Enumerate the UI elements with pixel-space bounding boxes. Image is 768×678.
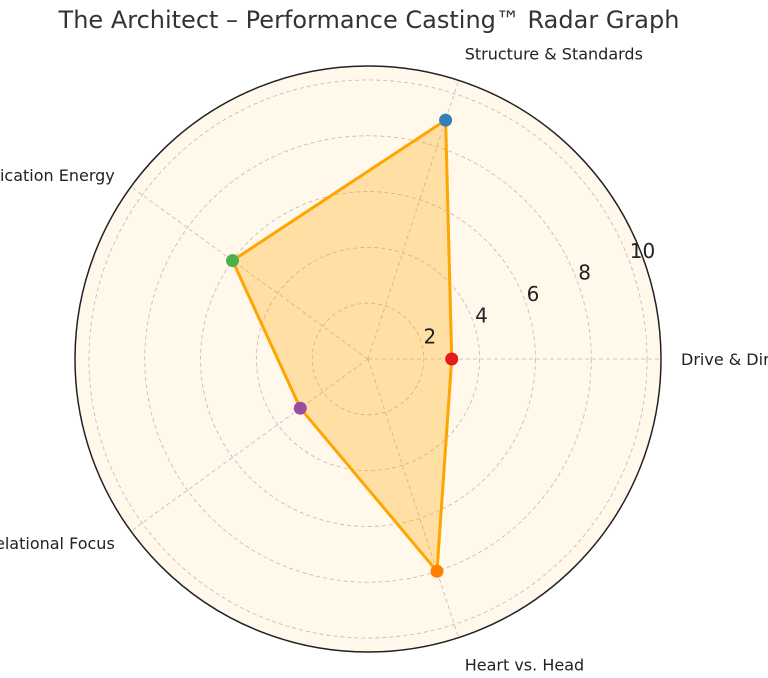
tick-label-2: 2 bbox=[424, 325, 437, 349]
radar-axis-labels: Drive & Direction Structure & Standards Co… bbox=[0, 44, 768, 674]
data-point-3 bbox=[293, 401, 307, 415]
data-point-2 bbox=[226, 254, 240, 268]
axis-label-2: Communication Energy bbox=[0, 166, 115, 185]
radar-series-polygon bbox=[231, 118, 454, 573]
radar-data-points bbox=[226, 113, 459, 578]
chart-title: The Architect – Performance Casting™ Rad… bbox=[58, 6, 680, 34]
radar-tick-labels: 2 4 6 8 10 bbox=[424, 239, 656, 348]
tick-label-10: 10 bbox=[630, 239, 655, 263]
axis-label-0: Drive & Direction bbox=[681, 350, 768, 369]
data-point-1 bbox=[439, 113, 453, 127]
tick-label-8: 8 bbox=[578, 261, 591, 285]
grid-ring-4 bbox=[255, 246, 481, 472]
grid-ring-8 bbox=[144, 135, 592, 583]
tick-label-4: 4 bbox=[475, 303, 488, 327]
axis-label-4: Heart vs. Head bbox=[465, 656, 584, 675]
radar-grid-rings bbox=[88, 79, 648, 639]
axis-label-1: Structure & Standards bbox=[465, 44, 643, 63]
tick-label-6: 6 bbox=[527, 282, 540, 306]
grid-ring-10 bbox=[88, 79, 648, 639]
axis-label-3: Relational Focus bbox=[0, 534, 115, 553]
data-point-4 bbox=[430, 564, 444, 578]
grid-ring-6 bbox=[200, 191, 536, 527]
radar-frame bbox=[74, 65, 662, 653]
grid-ring-2 bbox=[311, 302, 425, 416]
data-point-0 bbox=[445, 352, 459, 366]
